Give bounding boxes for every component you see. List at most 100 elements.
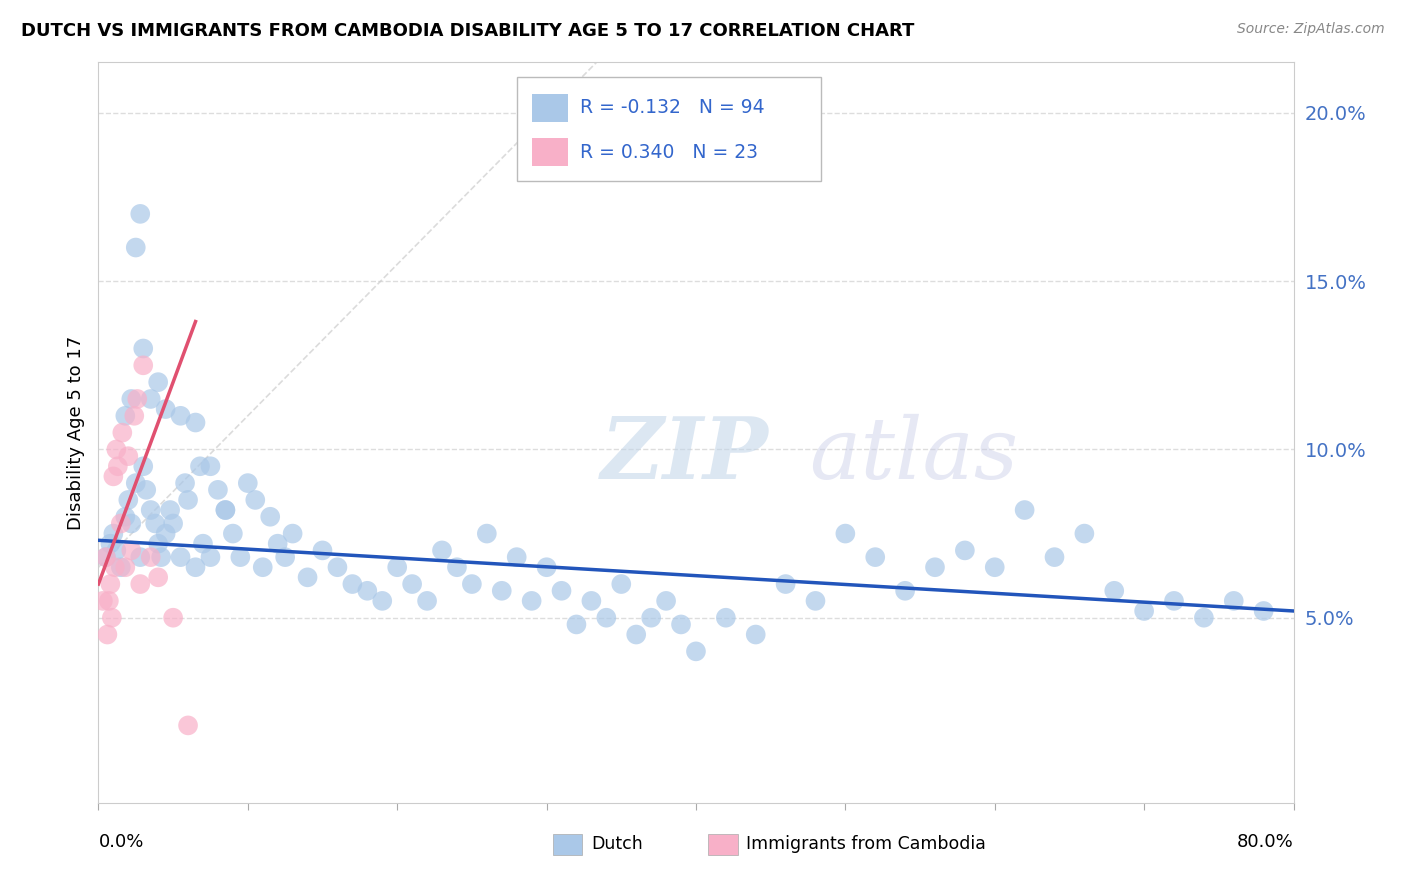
Point — [148, 570, 170, 584]
Text: Source: ZipAtlas.com: Source: ZipAtlas.com — [1237, 22, 1385, 37]
Point — [148, 375, 170, 389]
Point — [491, 583, 513, 598]
Point — [640, 610, 662, 624]
Point — [96, 627, 118, 641]
Point — [229, 550, 252, 565]
Point — [132, 359, 155, 373]
Point — [94, 550, 117, 565]
Point — [259, 509, 281, 524]
Point — [169, 409, 191, 423]
Point — [129, 207, 152, 221]
Bar — [709, 834, 738, 855]
Point — [565, 617, 588, 632]
Point — [610, 577, 633, 591]
Point — [1133, 604, 1156, 618]
Point — [311, 543, 333, 558]
Point — [685, 644, 707, 658]
Point — [1223, 594, 1246, 608]
Point — [626, 627, 648, 641]
Point — [214, 503, 236, 517]
Point — [775, 577, 797, 591]
Bar — [533, 138, 568, 166]
Point — [281, 526, 304, 541]
Point — [98, 577, 122, 591]
Point — [1073, 526, 1095, 541]
Point — [342, 577, 364, 591]
Point — [274, 550, 297, 565]
Point — [91, 594, 114, 608]
Point — [162, 610, 184, 624]
Point — [114, 409, 136, 423]
Point — [117, 492, 139, 507]
Point — [110, 516, 132, 531]
Point — [834, 526, 856, 541]
Point — [162, 516, 184, 531]
Point — [169, 550, 191, 565]
Text: R = 0.340   N = 23: R = 0.340 N = 23 — [581, 143, 758, 161]
Point — [150, 550, 173, 565]
Point — [132, 459, 155, 474]
Point — [191, 536, 214, 550]
Point — [475, 526, 498, 541]
Point — [184, 560, 207, 574]
Point — [245, 492, 267, 507]
Point — [127, 392, 149, 406]
Point — [103, 469, 125, 483]
Point — [865, 550, 887, 565]
Point — [101, 610, 124, 624]
Point — [669, 617, 692, 632]
Point — [536, 560, 558, 574]
Point — [111, 425, 134, 440]
Point — [129, 577, 152, 591]
Bar — [533, 94, 568, 121]
Point — [222, 526, 245, 541]
Point — [148, 536, 170, 550]
Point — [1192, 610, 1215, 624]
Point — [1163, 594, 1185, 608]
Point — [506, 550, 529, 565]
Text: atlas: atlas — [810, 414, 1018, 496]
Point — [416, 594, 439, 608]
Point — [655, 594, 678, 608]
Point — [200, 459, 222, 474]
Text: Immigrants from Cambodia: Immigrants from Cambodia — [747, 835, 986, 854]
Point — [1104, 583, 1126, 598]
Point — [200, 550, 222, 565]
Point — [430, 543, 453, 558]
Point — [984, 560, 1007, 574]
Point — [297, 570, 319, 584]
Point — [97, 594, 120, 608]
Point — [326, 560, 349, 574]
Point — [105, 442, 128, 457]
Point — [110, 560, 132, 574]
Text: R = -0.132   N = 94: R = -0.132 N = 94 — [581, 98, 765, 117]
Point — [804, 594, 827, 608]
Point — [267, 536, 290, 550]
Point — [252, 560, 274, 574]
Point — [550, 583, 572, 598]
Point — [103, 526, 125, 541]
Point — [356, 583, 378, 598]
Point — [184, 416, 207, 430]
Point — [177, 718, 200, 732]
Point — [98, 536, 122, 550]
Y-axis label: Disability Age 5 to 17: Disability Age 5 to 17 — [66, 335, 84, 530]
Point — [461, 577, 484, 591]
Point — [114, 560, 136, 574]
Point — [139, 392, 162, 406]
Text: ZIP: ZIP — [600, 413, 768, 497]
Point — [125, 240, 148, 254]
Point — [236, 476, 259, 491]
Point — [371, 594, 394, 608]
Text: 0.0%: 0.0% — [98, 833, 143, 851]
Point — [214, 503, 236, 517]
Point — [595, 610, 617, 624]
Point — [924, 560, 946, 574]
Point — [177, 492, 200, 507]
Point — [120, 516, 142, 531]
Point — [105, 543, 128, 558]
Point — [953, 543, 976, 558]
Point — [117, 449, 139, 463]
Point — [125, 476, 148, 491]
Text: DUTCH VS IMMIGRANTS FROM CAMBODIA DISABILITY AGE 5 TO 17 CORRELATION CHART: DUTCH VS IMMIGRANTS FROM CAMBODIA DISABI… — [21, 22, 914, 40]
